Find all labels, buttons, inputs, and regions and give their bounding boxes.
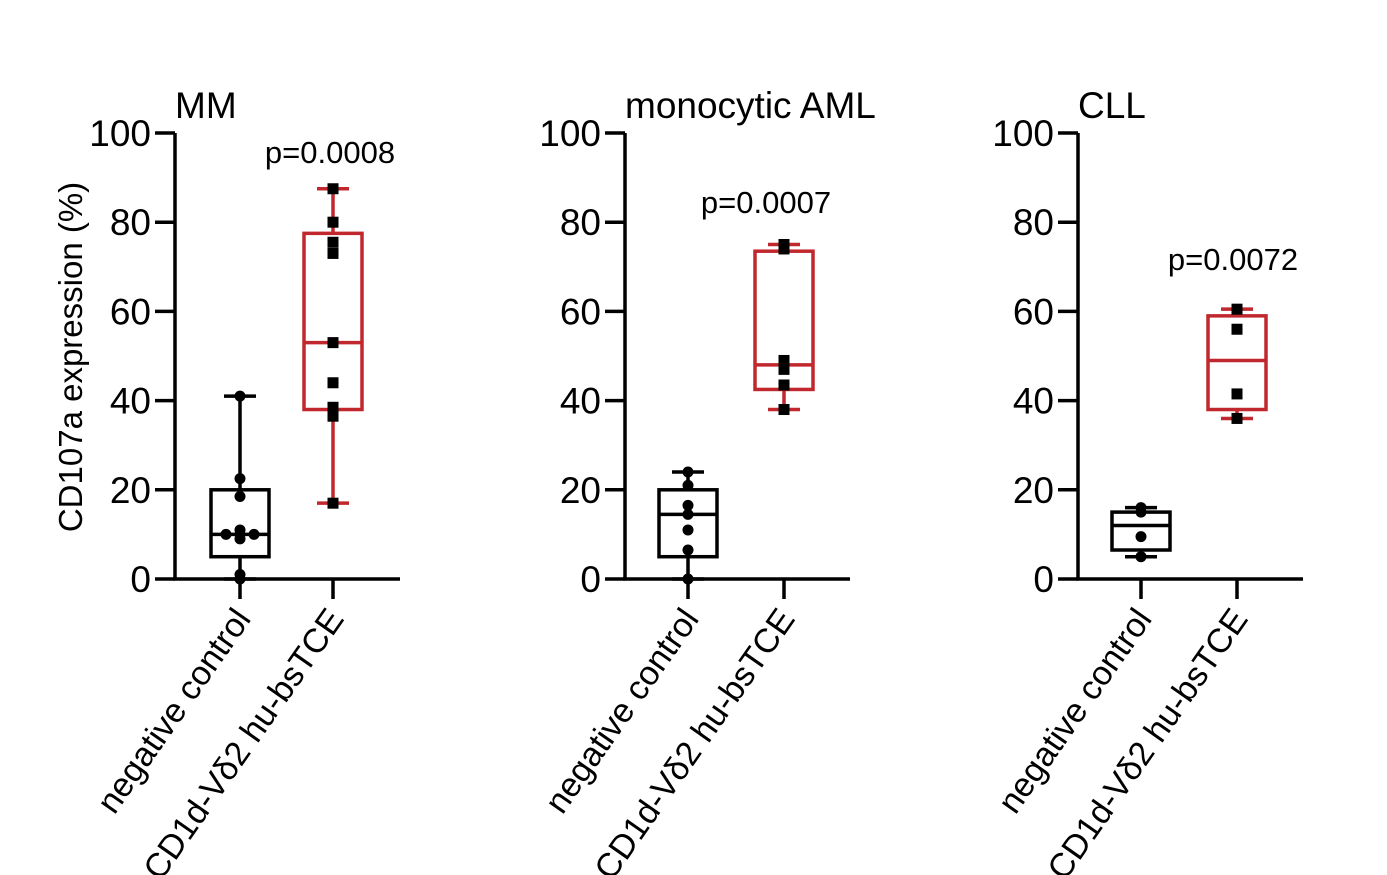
- panel-2-y-tick-label: 0: [580, 559, 601, 600]
- panel-1-treatment-point: [327, 410, 339, 422]
- panel-1-treatment-point: [327, 337, 339, 349]
- panel-3-y-tick-label: 80: [1013, 202, 1054, 243]
- panel-1-p-value: p=0.0008: [265, 135, 395, 170]
- panel-3-title: CLL: [1078, 85, 1146, 126]
- panel-2-control-point: [682, 466, 694, 478]
- panel-3-y-tick-label: 60: [1013, 291, 1054, 332]
- panel-1-control-point: [220, 528, 232, 540]
- panel-1-y-tick-label: 40: [110, 381, 151, 422]
- panel-2-control-point: [682, 499, 694, 511]
- panel-1-treatment-point: [327, 497, 339, 509]
- panel-2-control-point: [682, 544, 694, 556]
- panel-1-y-tick-label: 60: [110, 291, 151, 332]
- panel-2-y-tick-label: 20: [560, 470, 601, 511]
- panel-1-control-point: [234, 490, 246, 502]
- panel-2-y-tick-label: 100: [539, 113, 601, 154]
- panel-1-treatment-point: [327, 216, 339, 228]
- panel-1-control-point: [234, 533, 246, 545]
- panel-1-control-point: [234, 390, 246, 402]
- panel-2-y-tick-label: 80: [560, 202, 601, 243]
- panel-3-treatment-point: [1231, 388, 1243, 400]
- panel-3-y-tick-label: 20: [1013, 470, 1054, 511]
- panel-1-y-tick-label: 20: [110, 470, 151, 511]
- panel-2-treatment-point: [778, 404, 790, 416]
- panel-1-control-point: [248, 528, 260, 540]
- panel-3-treatment-box: [1206, 314, 1268, 412]
- panel-3-control-point: [1135, 531, 1147, 543]
- panel-2-control-point: [682, 508, 694, 520]
- panel-1-control-point: [234, 573, 246, 585]
- panel-2-y-tick-label: 40: [560, 381, 601, 422]
- panel-2-treatment-point: [778, 354, 790, 366]
- panel-3-control-point: [1135, 551, 1147, 563]
- panel-1-treatment-point: [327, 377, 339, 389]
- y-axis-title: CD107a expression (%): [52, 182, 89, 532]
- panel-2-treatment-point: [778, 363, 790, 375]
- panel-3-treatment-point: [1231, 323, 1243, 335]
- panel-2-title: monocytic AML: [625, 85, 876, 126]
- panel-3-treatment-point: [1231, 412, 1243, 424]
- panel-2-control-point: [682, 524, 694, 536]
- panel-3-p-value: p=0.0072: [1168, 242, 1298, 277]
- panel-1-treatment-point: [327, 183, 339, 195]
- panel-1-y-tick-label: 80: [110, 202, 151, 243]
- panel-1-treatment-point: [327, 247, 339, 259]
- panel-1-control-point: [234, 473, 246, 485]
- panel-2-treatment-point: [778, 243, 790, 255]
- panel-3-control-point: [1135, 506, 1147, 518]
- panel-2-treatment-point: [778, 379, 790, 391]
- panel-1-control-box: [209, 488, 271, 559]
- panel-1-title: MM: [175, 85, 237, 126]
- panel-3-y-tick-label: 40: [1013, 381, 1054, 422]
- panel-2-y-tick-label: 60: [560, 291, 601, 332]
- panel-3-control-box: [1110, 510, 1172, 552]
- panel-1-y-tick-label: 0: [130, 559, 151, 600]
- panel-2-control-point: [682, 573, 694, 585]
- panel-1-treatment-point: [327, 236, 339, 248]
- panel-1-treatment-point: [327, 401, 339, 413]
- panel-3-y-tick-label: 0: [1033, 559, 1054, 600]
- panel-3-treatment-point: [1231, 303, 1243, 315]
- panel-2-control-point: [682, 479, 694, 491]
- panel-1-y-tick-label: 100: [89, 113, 151, 154]
- panel-2-p-value: p=0.0007: [701, 185, 831, 220]
- panel-3-y-tick-label: 100: [992, 113, 1054, 154]
